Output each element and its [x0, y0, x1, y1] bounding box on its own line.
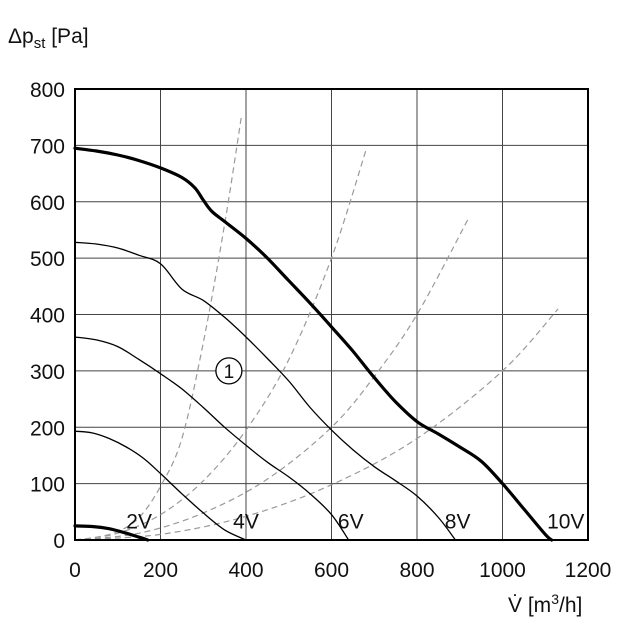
y-tick-label: 400: [30, 305, 65, 328]
x-tick-label: 800: [399, 559, 434, 582]
y-tick-label: 0: [53, 530, 65, 553]
fan-curve-2v: [73, 524, 150, 542]
system-curve: [74, 218, 469, 541]
x-tick-label: 600: [314, 559, 349, 582]
x-axis-label: V̇ [m3/h]: [508, 591, 582, 617]
fan-curve-6v: [74, 336, 350, 541]
y-tick-label: 100: [30, 474, 65, 497]
y-tick-label: 300: [30, 361, 65, 384]
curve-labels: 2V 4V 6V 8V 10V: [126, 511, 584, 534]
system-curve: [74, 114, 243, 541]
fan-curve-label: 8V: [445, 511, 471, 534]
fan-curve-10v: [73, 146, 554, 542]
fan-curve-label: 10V: [547, 511, 584, 534]
system-curve: [74, 150, 367, 541]
fan-curve-4v: [74, 430, 247, 541]
y-tick-label: 700: [30, 135, 65, 158]
x-tick-label: 1000: [479, 559, 526, 582]
annotation-circle: [215, 357, 243, 385]
y-tick-label: 200: [30, 417, 65, 440]
x-tick-labels: 0 200 400 600 800 1000 1200: [69, 559, 611, 582]
plot-frame: [74, 88, 589, 541]
y-axis-label: Δpst [Pa]: [8, 25, 89, 52]
annotation-label: 1: [224, 362, 235, 383]
fan-curve-label: 4V: [233, 511, 259, 534]
grid: [74, 88, 589, 541]
y-tick-label: 800: [30, 79, 65, 102]
x-tick-label: 0: [69, 559, 81, 582]
fan-curve-label: 6V: [338, 511, 364, 534]
fan-curves: [73, 146, 554, 542]
x-tick-label: 400: [228, 559, 263, 582]
system-curve: [74, 308, 559, 541]
y-tick-label: 600: [30, 192, 65, 215]
x-tick-label: 1200: [565, 559, 612, 582]
fan-curve-8v: [74, 241, 457, 541]
x-tick-label: 200: [143, 559, 178, 582]
system-curves: [74, 114, 559, 541]
y-tick-label: 500: [30, 248, 65, 271]
annotation: 1: [215, 357, 243, 385]
fan-curve-label: 2V: [126, 511, 152, 534]
y-tick-labels: 0 100 200 300 400 500 600 700 800: [30, 79, 65, 553]
